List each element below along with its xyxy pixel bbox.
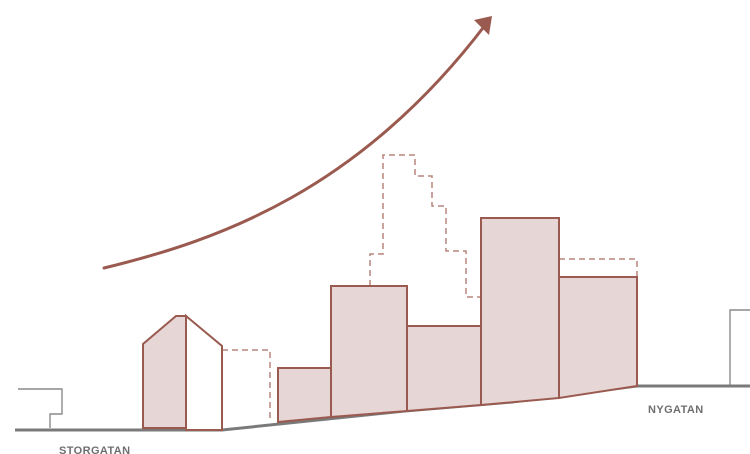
neighbor-building-right xyxy=(729,309,750,386)
street-label-storgatan: STORGATAN xyxy=(59,445,130,454)
dashed-tower xyxy=(369,154,480,298)
alternative-volumes xyxy=(222,154,638,422)
growth-arrow xyxy=(102,16,492,270)
building-block-4 xyxy=(480,217,560,407)
building-block-5 xyxy=(558,276,638,400)
building-block-3 xyxy=(406,325,482,413)
building-volumes xyxy=(142,217,638,431)
building-block-1 xyxy=(277,367,332,424)
growth-arrow-curve xyxy=(102,22,488,270)
gabled-building xyxy=(142,315,187,429)
growth-arrow-head xyxy=(474,16,492,35)
dashed-volume-left xyxy=(222,349,271,422)
street-label-nygatan: NYGATAN xyxy=(648,404,704,416)
building-block-2 xyxy=(330,285,408,419)
dashed-volume-right xyxy=(559,258,638,277)
neighbor-building-left xyxy=(18,388,63,428)
gabled-building-white-part xyxy=(185,313,223,431)
